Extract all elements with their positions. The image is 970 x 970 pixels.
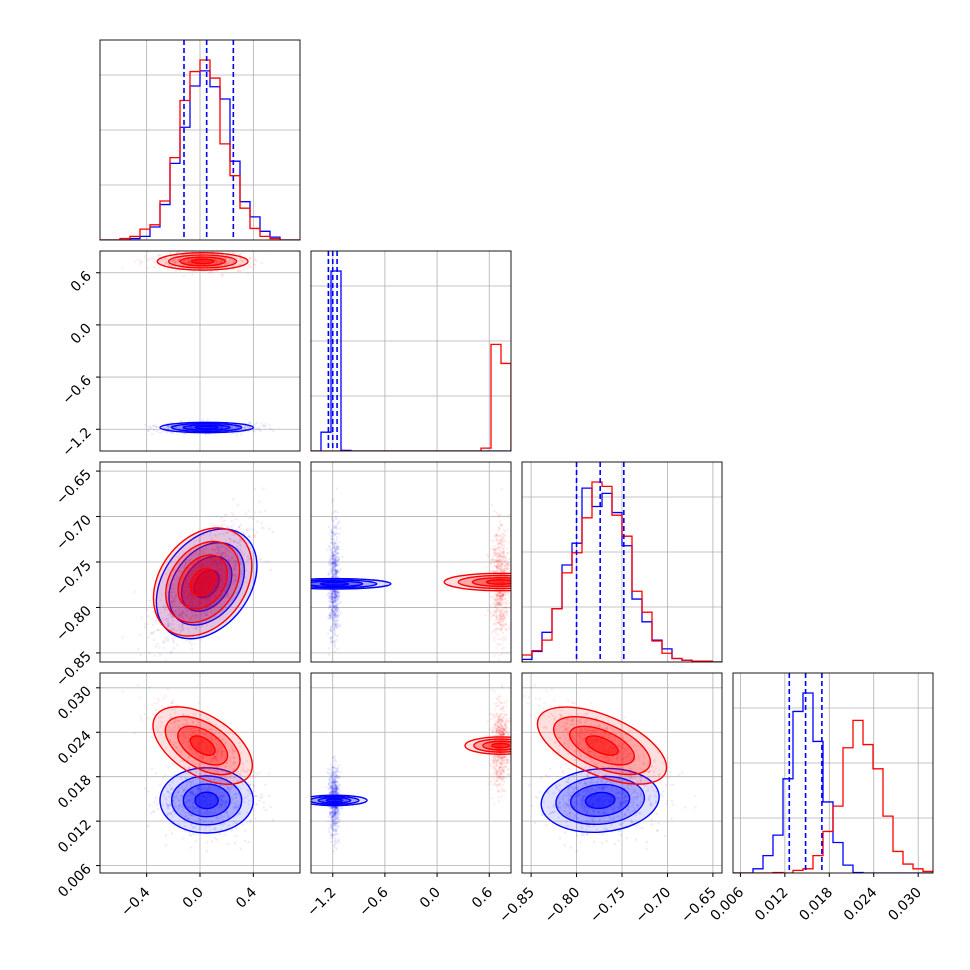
panel-frame <box>521 461 723 663</box>
x-tick-label: 0.0 <box>417 885 444 912</box>
scatter-series-1 <box>121 684 270 806</box>
x-tick-label: −0.80 <box>542 885 584 927</box>
x-tick-label: 0.012 <box>752 885 792 925</box>
panel-2-0: −0.85−0.80−0.75−0.70−0.65 <box>53 461 301 690</box>
x-tick-label: −0.85 <box>496 885 538 927</box>
panel-1-1 <box>310 250 512 452</box>
panel-1-0: −1.2 −0.6 0.0 0.6 <box>59 250 301 460</box>
panel-0-0 <box>99 39 301 241</box>
y-tick-label: 0.024 <box>55 728 95 768</box>
y-tick-label: 0.030 <box>55 683 95 723</box>
contour-series-0 <box>311 794 368 807</box>
histogram-series-1 <box>311 343 511 451</box>
x-tick-label: 0.024 <box>841 884 881 924</box>
y-tick-label: −0.80 <box>53 603 95 645</box>
grid-lines <box>100 251 300 451</box>
grid-lines <box>100 673 300 873</box>
panel-3-1: −1.2 −0.6 0.0 0.6 <box>304 672 512 920</box>
y-tick-label: −0.6 <box>59 373 94 408</box>
grid-lines <box>311 462 511 662</box>
y-tick-label: 0.0 <box>68 320 95 347</box>
contour-series-0 <box>311 577 392 590</box>
histogram-series-0 <box>311 270 511 451</box>
x-tick-label: 0.030 <box>885 885 925 925</box>
x-tick-label: 0.0 <box>180 885 207 912</box>
y-tick-label: −0.75 <box>53 558 95 600</box>
histogram-series-1 <box>522 481 722 662</box>
x-tick-label: −0.75 <box>587 885 629 927</box>
histogram-series-1 <box>100 59 300 240</box>
x-tick-label: 0.6 <box>469 884 496 911</box>
grid-lines <box>311 673 511 873</box>
panel-frame <box>99 39 301 241</box>
contour-series-1 <box>464 736 511 755</box>
panel-3-3: 0.006 0.012 0.018 0.024 0.030 <box>708 672 934 925</box>
contour-series-1 <box>152 527 253 637</box>
panel-3-2: −0.85 −0.80 −0.75 −0.70 −0.65 <box>496 672 723 927</box>
x-tick-label: 0.4 <box>233 884 260 911</box>
scatter-series-1 <box>522 684 697 806</box>
x-tick-label: −0.70 <box>633 885 675 927</box>
contour-series-1 <box>536 706 668 785</box>
histogram-series-0 <box>733 692 933 873</box>
panel-frame <box>732 672 934 874</box>
scatter-series-0 <box>144 755 275 853</box>
grid-lines <box>311 251 511 451</box>
x-tick-label: −1.2 <box>304 885 339 920</box>
x-tick-label: −0.4 <box>118 884 153 919</box>
contour-series-1 <box>156 252 249 271</box>
histogram-series-1 <box>733 719 933 873</box>
scatter-series-0 <box>528 755 697 853</box>
x-tick-label: −0.6 <box>356 884 391 919</box>
y-tick-label: −0.65 <box>53 467 95 509</box>
grid-lines <box>522 673 722 873</box>
panel-frame <box>99 250 301 452</box>
y-tick-label: 0.006 <box>55 861 95 901</box>
y-tick-label: −1.2 <box>59 425 94 460</box>
y-tick-label: −0.85 <box>53 648 95 690</box>
panel-2-1 <box>310 461 512 663</box>
contour-series-0 <box>159 421 255 434</box>
contour-series-1 <box>443 572 511 592</box>
y-tick-label: 0.018 <box>55 772 95 812</box>
panel-frame <box>310 672 512 874</box>
panel-frame <box>310 250 512 452</box>
panel-2-2 <box>521 461 723 663</box>
y-tick-label: 0.6 <box>68 268 95 295</box>
panel-frame <box>310 461 512 663</box>
y-tick-label: −0.70 <box>53 512 95 554</box>
y-tick-label: 0.012 <box>55 817 95 857</box>
contour-series-1 <box>152 706 254 786</box>
contour-series-0 <box>540 767 660 833</box>
x-tick-label: 0.018 <box>796 885 836 925</box>
grid-lines <box>100 462 300 662</box>
